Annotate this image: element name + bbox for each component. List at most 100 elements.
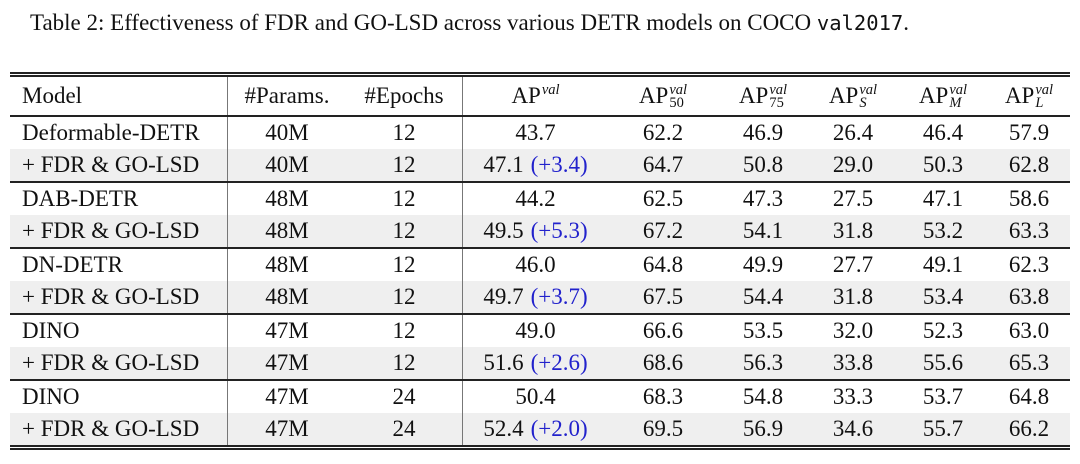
ap-improvement: (+3.7) <box>530 284 588 309</box>
model-cell: + FDR & GO-LSD <box>10 215 228 247</box>
apS-cell: 33.3 <box>832 384 874 409</box>
apS-cell: 33.8 <box>832 350 874 375</box>
model-cell: + FDR & GO-LSD <box>10 149 228 181</box>
apM-cell: 46.4 <box>922 120 964 145</box>
col-header-apM: AP val M <box>918 81 968 111</box>
apM-cell: 49.1 <box>922 252 964 277</box>
ap75-cell: 47.3 <box>742 186 784 211</box>
apM-cell: 55.7 <box>922 416 964 441</box>
table-body: Deformable-DETR 40M 12 43.7 62.2 46.9 26… <box>10 117 1070 450</box>
caption-text: Effectiveness of FDR and GO-LSD across v… <box>110 10 817 35</box>
model-cell: + FDR & GO-LSD <box>10 413 228 445</box>
model-cell: DAB-DETR <box>10 183 228 215</box>
col-header-ap: AP val <box>511 82 560 108</box>
apS-cell: 27.7 <box>832 252 874 277</box>
apL-cell: 58.6 <box>1008 186 1050 211</box>
ap50-cell: 64.7 <box>642 152 684 177</box>
ap50-cell: 66.6 <box>642 318 684 343</box>
apL-cell: 57.9 <box>1008 120 1050 145</box>
ap50-cell: 69.5 <box>642 416 684 441</box>
ap-value: 44.2 <box>515 186 556 211</box>
ap75-cell: 49.9 <box>742 252 784 277</box>
ap50-cell: 68.3 <box>642 384 684 409</box>
ap75-cell: 46.9 <box>742 120 784 145</box>
apM-cell: 47.1 <box>922 186 964 211</box>
ap-improvement: (+5.3) <box>530 218 588 243</box>
results-table: Model #Params. #Epochs AP val AP val 50 AP v… <box>10 72 1070 450</box>
epochs-cell: 12 <box>346 249 463 281</box>
ap50-cell: 68.6 <box>642 350 684 375</box>
model-cell: DINO <box>10 381 228 413</box>
ap75-cell: 53.5 <box>742 318 784 343</box>
ap-value: 46.0 <box>515 252 556 277</box>
caption-period: . <box>903 10 910 35</box>
model-group-0: Deformable-DETR 40M 12 43.7 62.2 46.9 26… <box>10 117 1070 181</box>
apL-cell: 63.3 <box>1008 218 1050 243</box>
ap-value: 47.1 <box>483 152 524 177</box>
table-caption: Table 2: Effectiveness of FDR and GO-LSD… <box>30 10 909 36</box>
ap50-cell: 62.2 <box>642 120 684 145</box>
ap75-cell: 54.1 <box>742 218 784 243</box>
ap-value: 51.6 <box>483 350 524 375</box>
epochs-cell: 12 <box>346 149 463 181</box>
model-cell: + FDR & GO-LSD <box>10 281 228 313</box>
table-bottom-rule <box>10 445 1070 450</box>
apS-cell: 32.0 <box>832 318 874 343</box>
ap-cell: 51.6 (+2.6) <box>463 347 608 379</box>
epochs-cell: 12 <box>346 117 463 149</box>
ap-improvement: (+3.4) <box>530 152 588 177</box>
apS-cell: 26.4 <box>832 120 874 145</box>
model-cell: Deformable-DETR <box>10 117 228 149</box>
model-group-4: DINO 47M 24 50.4 68.3 54.8 33.3 53.7 64.… <box>10 381 1070 445</box>
model-cell: + FDR & GO-LSD <box>10 347 228 379</box>
apS-cell: 27.5 <box>832 186 874 211</box>
apM-cell: 55.6 <box>922 350 964 375</box>
ap50-cell: 67.5 <box>642 284 684 309</box>
caption-label: Table 2: <box>30 10 111 35</box>
ap-value: 52.4 <box>483 416 524 441</box>
params-cell: 47M <box>265 350 309 375</box>
ap50-cell: 64.8 <box>642 252 684 277</box>
epochs-cell: 24 <box>346 413 463 445</box>
apL-cell: 64.8 <box>1008 384 1050 409</box>
epochs-cell: 12 <box>346 183 463 215</box>
col-header-ap50: AP val 50 <box>638 81 688 111</box>
ap75-cell: 54.8 <box>742 384 784 409</box>
params-cell: 48M <box>265 186 309 211</box>
table-row-g1-r1: + FDR & GO-LSD 48M 12 49.5 (+5.3) 67.2 5… <box>10 215 1070 247</box>
ap-cell: 49.7 (+3.7) <box>463 281 608 313</box>
ap-cell: 43.7 <box>463 117 608 149</box>
col-header-ap75: AP val 75 <box>738 81 788 111</box>
ap75-cell: 56.9 <box>742 416 784 441</box>
group-separator-rule <box>10 181 1070 183</box>
ap50-cell: 67.2 <box>642 218 684 243</box>
params-cell: 47M <box>265 416 309 441</box>
table-header-row: Model #Params. #Epochs AP val AP val 50 AP v… <box>10 77 1070 115</box>
params-cell: 47M <box>265 318 309 343</box>
table-row-g0-r1: + FDR & GO-LSD 40M 12 47.1 (+3.4) 64.7 5… <box>10 149 1070 181</box>
params-cell: 48M <box>265 252 309 277</box>
apL-cell: 62.8 <box>1008 152 1050 177</box>
apL-cell: 65.3 <box>1008 350 1050 375</box>
params-cell: 40M <box>265 120 309 145</box>
ap-value: 43.7 <box>515 120 556 145</box>
apS-cell: 34.6 <box>832 416 874 441</box>
apM-cell: 52.3 <box>922 318 964 343</box>
ap-cell: 46.0 <box>463 249 608 281</box>
table-row-g4-r0: DINO 47M 24 50.4 68.3 54.8 33.3 53.7 64.… <box>10 381 1070 413</box>
apS-cell: 31.8 <box>832 218 874 243</box>
group-separator-rule <box>10 247 1070 249</box>
col-header-apS: AP val S <box>828 81 878 111</box>
params-cell: 48M <box>265 284 309 309</box>
ap-value: 50.4 <box>515 384 556 409</box>
epochs-cell: 12 <box>346 215 463 247</box>
col-header-model: Model <box>10 77 228 115</box>
ap-value: 49.5 <box>483 218 524 243</box>
ap75-cell: 54.4 <box>742 284 784 309</box>
table-row-g2-r1: + FDR & GO-LSD 48M 12 49.7 (+3.7) 67.5 5… <box>10 281 1070 313</box>
model-group-1: DAB-DETR 48M 12 44.2 62.5 47.3 27.5 47.1… <box>10 183 1070 247</box>
ap50-cell: 62.5 <box>642 186 684 211</box>
apL-cell: 63.8 <box>1008 284 1050 309</box>
params-cell: 40M <box>265 152 309 177</box>
table-row-g3-r0: DINO 47M 12 49.0 66.6 53.5 32.0 52.3 63.… <box>10 315 1070 347</box>
